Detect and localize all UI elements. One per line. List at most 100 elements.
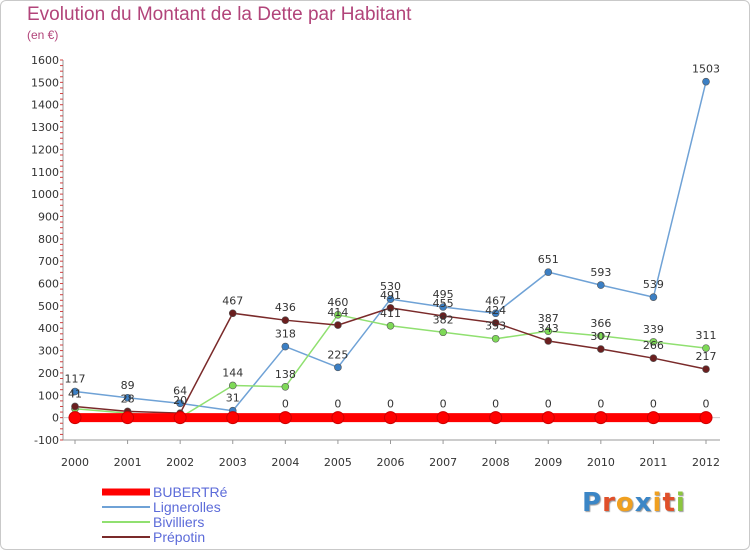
data-point (699, 411, 713, 425)
data-point (491, 319, 500, 327)
data-point (702, 77, 710, 86)
y-tick-label: 800 (38, 233, 59, 246)
data-label: 366 (590, 317, 611, 330)
data-point (702, 344, 710, 352)
x-tick-label: 2004 (271, 456, 299, 469)
data-point (71, 387, 79, 396)
series-lines (68, 77, 713, 425)
x-tick-label: 2007 (429, 456, 457, 469)
logo-letter: i (652, 488, 663, 518)
x-tick-label: 2000 (61, 456, 89, 469)
data-point (386, 295, 395, 303)
data-point (646, 411, 660, 425)
data-label: 0 (282, 398, 289, 411)
chart-title: Evolution du Montant de la Dette par Hab… (27, 4, 412, 25)
data-point (544, 327, 553, 335)
data-point (331, 411, 345, 425)
data-point (597, 345, 605, 353)
data-label: 41 (68, 387, 82, 400)
data-point (281, 382, 290, 391)
y-tick-label: 600 (38, 278, 59, 291)
legend-label: Lignerolles (153, 499, 221, 515)
data-label: 353 (485, 320, 506, 333)
x-tick-label: 2003 (219, 456, 247, 469)
data-label: 0 (703, 398, 710, 411)
logo-letter: P (582, 488, 603, 518)
data-label: 455 (433, 297, 454, 310)
y-tick-label: 1400 (31, 99, 59, 112)
data-label: 424 (485, 304, 506, 317)
data-point (228, 381, 237, 390)
data-label: 31 (226, 392, 240, 405)
data-point (439, 303, 447, 311)
y-tick-label: 1600 (31, 54, 59, 67)
data-label: 89 (121, 379, 135, 392)
proxiti-logo: Proxiti (582, 488, 686, 518)
x-tick-label: 2011 (639, 456, 667, 469)
data-labels: 0 0 0 0 0 0 0 0 0 117 89 64 31 318 225 530 495 467 651 593 5… (65, 63, 721, 411)
data-point (334, 363, 342, 372)
data-label: 144 (222, 366, 243, 379)
x-tick-label: 2008 (482, 456, 510, 469)
data-label: 1503 (692, 63, 720, 76)
data-label: 539 (643, 278, 664, 291)
data-point (384, 411, 397, 425)
y-tick-label: 100 (38, 389, 59, 402)
y-tick-label: 1200 (31, 143, 59, 156)
legend-label: Bivilliers (153, 514, 204, 530)
data-point (123, 393, 132, 402)
x-tick-label: 2010 (587, 456, 615, 469)
data-point (491, 334, 500, 343)
data-label: 382 (433, 313, 454, 326)
data-point (489, 411, 503, 425)
data-label: 311 (696, 329, 717, 342)
data-label: 138 (275, 368, 296, 381)
data-point (386, 321, 395, 330)
data-label: 491 (380, 289, 401, 302)
y-tick-label: 700 (38, 255, 59, 268)
logo-letter: o (615, 488, 635, 518)
data-point (702, 365, 710, 373)
data-point (226, 411, 240, 425)
y-tick-label: 1000 (31, 188, 59, 201)
data-point (439, 312, 447, 320)
data-point (544, 337, 553, 345)
data-point (439, 328, 447, 337)
data-label: 0 (387, 398, 394, 411)
data-point (121, 411, 135, 425)
data-label: 217 (696, 350, 717, 363)
data-label: 117 (65, 372, 86, 385)
y-tick-label: 900 (38, 210, 59, 223)
y-tick-label: 300 (38, 345, 59, 358)
data-point (228, 309, 237, 318)
data-point (649, 293, 658, 301)
data-label: 339 (643, 323, 664, 336)
x-tick-label: 2006 (377, 456, 405, 469)
data-label: 0 (492, 398, 499, 411)
data-label: 593 (590, 266, 611, 279)
x-tick-label: 2005 (324, 456, 352, 469)
data-point (491, 309, 500, 318)
data-point (386, 304, 395, 312)
logo-letter: x (634, 488, 653, 518)
data-point (281, 342, 290, 351)
data-label: 436 (275, 301, 296, 314)
data-label: 460 (327, 296, 348, 309)
data-label: 20 (173, 394, 187, 407)
axes: -100010020030040050060070080090010001100… (31, 54, 720, 469)
series-line-1 (74, 81, 707, 412)
data-label: 28 (121, 392, 135, 405)
data-point (334, 311, 342, 319)
data-point (68, 411, 82, 425)
data-label: 387 (538, 312, 559, 325)
data-point (71, 402, 79, 411)
x-tick-label: 2001 (114, 456, 142, 469)
data-point (597, 332, 605, 340)
data-label: 64 (173, 384, 187, 397)
data-label: 530 (380, 280, 401, 293)
y-tick-label: 1500 (31, 76, 59, 89)
data-point (594, 411, 608, 425)
